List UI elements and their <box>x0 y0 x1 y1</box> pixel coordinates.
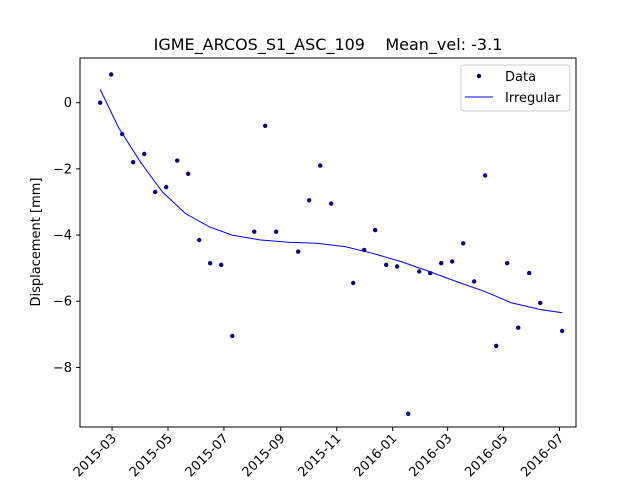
data-point <box>307 198 312 203</box>
data-point <box>329 201 334 206</box>
data-point <box>439 261 444 266</box>
data-point <box>516 325 521 330</box>
legend: Data Irregular <box>460 64 571 112</box>
data-point <box>252 229 257 234</box>
data-point <box>153 189 158 195</box>
data-point <box>384 262 389 267</box>
data-point <box>164 184 169 190</box>
data-point <box>373 227 378 233</box>
legend-data-marker <box>476 73 482 79</box>
chart-title: IGME_ARCOS_S1_ASC_109 Mean_vel: -3.1 <box>154 35 503 55</box>
y-tick-label: −4 <box>53 229 72 244</box>
legend-label-data: Data <box>505 70 536 85</box>
fit-line-irregular <box>99 89 563 314</box>
y-tick-label: −8 <box>53 361 72 376</box>
data-point <box>296 249 301 254</box>
axes-frame <box>79 57 577 428</box>
data-point <box>483 173 488 178</box>
data-point <box>351 280 356 286</box>
data-point <box>98 100 103 105</box>
plot-area <box>98 72 565 416</box>
data-point <box>109 72 114 77</box>
data-point <box>197 237 202 243</box>
data-point <box>318 163 323 168</box>
data-point <box>406 411 411 416</box>
data-point <box>175 158 180 163</box>
y-tick-label: 0 <box>64 96 72 111</box>
data-point <box>230 333 235 339</box>
data-point <box>208 261 213 266</box>
data-point <box>219 262 224 267</box>
data-point <box>417 269 422 274</box>
data-point <box>560 328 565 334</box>
data-point <box>527 270 532 276</box>
data-point <box>494 343 499 349</box>
data-point <box>538 300 543 306</box>
data-point <box>274 229 279 234</box>
legend-label-irregular: Irregular <box>505 91 561 106</box>
data-point <box>505 261 510 266</box>
y-tick-label: −2 <box>53 162 72 177</box>
data-point <box>395 264 400 269</box>
legend-box <box>460 64 571 112</box>
data-point <box>142 151 147 157</box>
data-point <box>186 171 191 176</box>
data-point <box>263 123 268 128</box>
y-axis-label: Displacement [mm] <box>29 178 44 307</box>
data-point <box>461 241 466 246</box>
data-point <box>450 259 455 264</box>
data-point <box>472 279 477 284</box>
y-axis-ticks: 0 −2 −4 −6 −8 <box>53 96 80 376</box>
data-point <box>131 160 136 165</box>
y-tick-label: −6 <box>53 295 72 310</box>
